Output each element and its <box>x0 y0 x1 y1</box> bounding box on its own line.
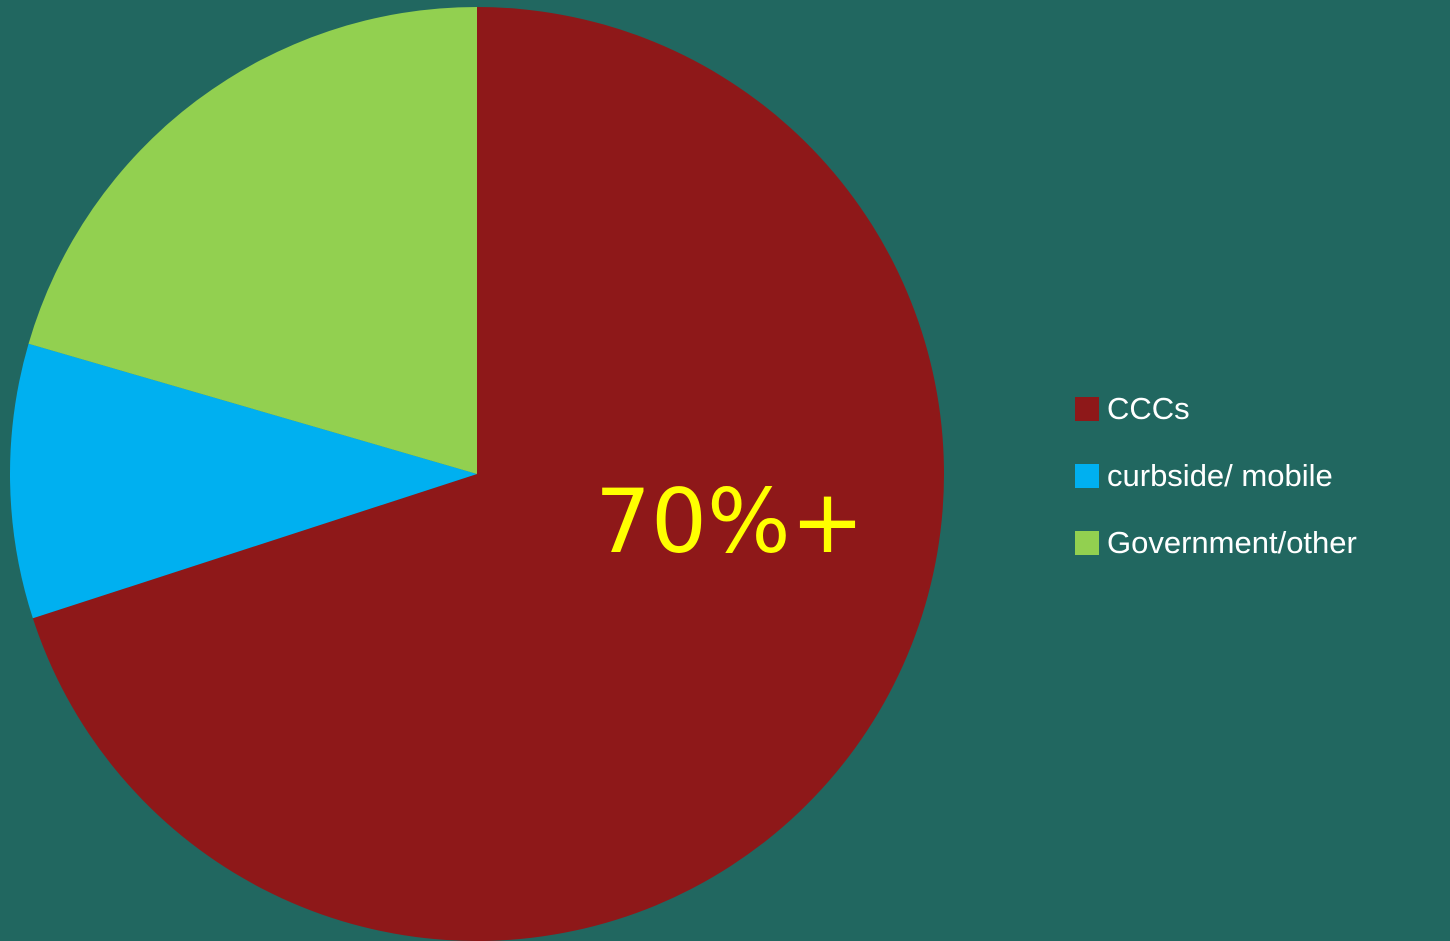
legend-swatch-government-other <box>1075 531 1099 555</box>
legend-item-curbside-mobile: curbside/ mobile <box>1075 454 1357 498</box>
pie-slice-cccs <box>32 7 944 941</box>
legend-label-government-other: Government/other <box>1107 525 1357 560</box>
pie-slice-government-other <box>28 7 478 474</box>
legend-swatch-curbside-mobile <box>1075 464 1099 488</box>
legend-label-curbside-mobile: curbside/ mobile <box>1107 458 1333 493</box>
chart-legend: CCCs curbside/ mobile Government/other <box>1075 387 1357 588</box>
legend-swatch-cccs <box>1075 397 1099 421</box>
legend-item-cccs: CCCs <box>1075 387 1357 431</box>
pie-slice-curbside-mobile <box>10 343 477 619</box>
legend-label-cccs: CCCs <box>1107 391 1190 426</box>
slice-annotation-label: 70%+ <box>595 470 864 573</box>
pie-slices <box>10 7 944 941</box>
legend-item-government-other: Government/other <box>1075 521 1357 565</box>
